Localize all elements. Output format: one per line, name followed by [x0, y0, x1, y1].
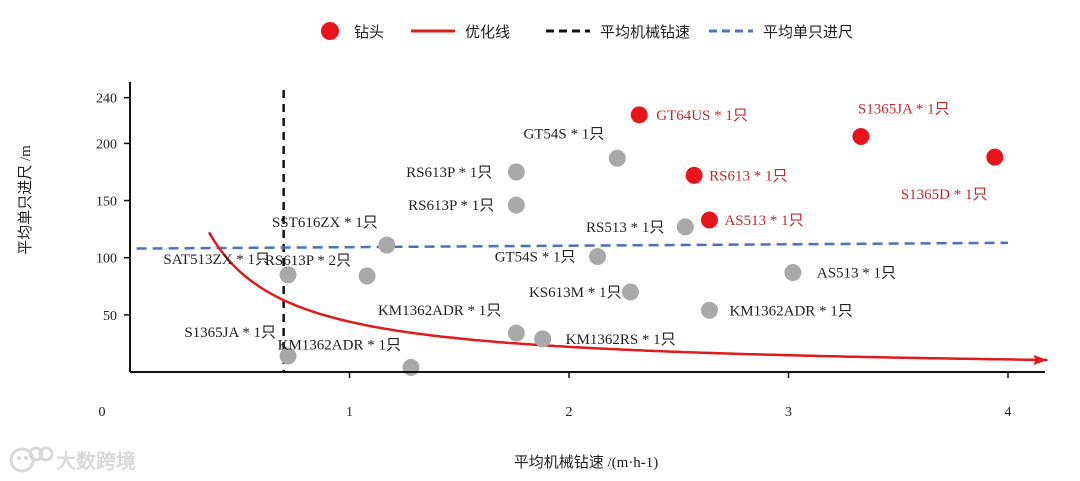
watermark-text: 大数跨境: [56, 449, 136, 473]
drill-bit-point: [784, 264, 802, 282]
plot-area: SAT513ZX * 1只 S1365JA * 1只 RS613P * 2只 SST6…: [96, 82, 1048, 420]
x-axis-title: 平均机械钻速 /(m·h-1): [514, 454, 659, 471]
drill-bit-point-highlight: [852, 128, 870, 146]
drill-bit-point: [358, 267, 376, 285]
drill-bit-point-highlight: [986, 148, 1004, 166]
drill-bit-point: [402, 358, 420, 376]
point-label: S1365JA * 1只: [184, 325, 276, 341]
x-tick-label: 1: [346, 405, 353, 420]
legend-dot-icon: [321, 22, 339, 40]
y-tick-label: 240: [96, 92, 117, 107]
drill-bit-point: [279, 266, 297, 284]
legend-label: 优化线: [465, 23, 510, 41]
point-label: RS513 * 1只: [586, 220, 664, 236]
reference-lines: [136, 90, 1009, 372]
drill-bit-point: [700, 301, 718, 319]
legend-label: 平均单只进尺: [763, 23, 853, 41]
drill-bit-point: [608, 149, 626, 167]
point-label: AS513 * 1只: [724, 213, 803, 229]
point-label: GT64US * 1只: [656, 108, 748, 124]
point-label: KM1362ADR * 1只: [378, 303, 501, 319]
drill-bit-point: [507, 324, 525, 342]
optimization-curve-layer: [207, 231, 1048, 365]
axes: 0 1 2 3 4 50 100 150 200 240: [96, 82, 1045, 420]
point-label: KM1362ADR * 1只: [729, 303, 852, 319]
point-label: RS613P * 2只: [265, 253, 351, 269]
drill-bit-point: [534, 330, 552, 348]
drill-bit-point: [279, 347, 297, 365]
x-tick-label: 0: [99, 405, 106, 420]
drill-bit-point: [507, 163, 525, 181]
point-label: SST616ZX * 1只: [272, 215, 378, 231]
point-label: GT54S * 1只: [523, 126, 604, 142]
drill-bit-point-highlight: [700, 211, 718, 229]
point-labels-layer: SAT513ZX * 1只 S1365JA * 1只 RS613P * 2只 SST6…: [163, 102, 987, 354]
y-tick-label: 50: [103, 309, 117, 324]
optimization-curve: [207, 231, 1048, 362]
legend-label: 钻头: [354, 23, 384, 41]
point-label: S1365D * 1只: [901, 187, 988, 203]
watermark: 大数跨境: [9, 446, 136, 473]
point-label: GT54S * 1只: [495, 250, 576, 266]
y-tick-label: 200: [96, 137, 117, 152]
drill-bit-point: [378, 236, 396, 254]
point-label: RS613P * 1只: [406, 165, 492, 181]
point-label: S1365JA * 1只: [858, 102, 950, 118]
point-label: RS613 * 1只: [709, 168, 787, 184]
drill-bit-point: [589, 248, 607, 266]
x-tick-label: 4: [1005, 405, 1012, 420]
legend-label: 平均机械钻速: [600, 23, 690, 41]
point-label: AS513 * 1只: [817, 266, 896, 282]
cat-logo-icon: [9, 446, 54, 473]
drill-bit-point: [621, 283, 639, 301]
point-label: KM1362ADR * 1只: [278, 337, 401, 353]
legend: 钻头 优化线 平均机械钻速 平均单只进尺: [321, 22, 853, 41]
drill-bit-point-highlight: [630, 106, 648, 124]
point-label: SAT513ZX * 1只: [163, 252, 270, 268]
y-tick-label: 100: [96, 252, 117, 267]
y-axis-title: 平均单只进尺 /m: [17, 145, 34, 255]
curve-arrowhead: [1033, 354, 1048, 365]
drill-bit-point: [507, 196, 525, 214]
x-tick-label: 2: [566, 405, 573, 420]
x-tick-label: 3: [785, 405, 792, 420]
y-tick-label: 150: [96, 195, 117, 210]
drill-bit-point-highlight: [685, 166, 703, 184]
point-label: KM1362RS * 1只: [566, 332, 676, 348]
point-label: RS613P * 1只: [408, 198, 494, 214]
drill-bit-point: [676, 218, 694, 236]
point-label: KS613M * 1只: [529, 285, 622, 301]
avg-footage-line: [136, 241, 1009, 250]
